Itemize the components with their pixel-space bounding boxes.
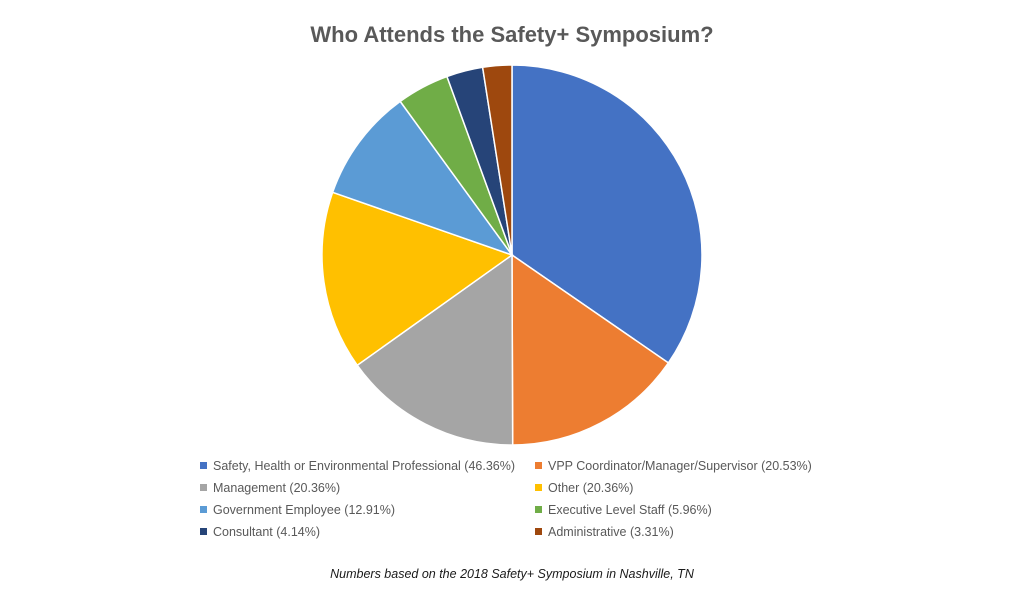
legend-item: Administrative (3.31%) <box>535 524 880 539</box>
legend-label: Safety, Health or Environmental Professi… <box>213 458 516 473</box>
pie-slice <box>321 191 514 367</box>
legend-item: Executive Level Staff (5.96%) <box>535 502 880 517</box>
chart-title: Who Attends the Safety+ Symposium? <box>310 22 714 47</box>
legend-swatch <box>535 462 542 469</box>
legend-item: VPP Coordinator/Manager/Supervisor (20.5… <box>535 458 880 473</box>
legend-swatch <box>535 506 542 513</box>
pie-slice <box>481 64 513 256</box>
pie-slice <box>511 64 703 364</box>
legend-label: Executive Level Staff (5.96%) <box>548 502 712 517</box>
pie-chart <box>321 64 703 446</box>
pie-slice <box>331 100 515 257</box>
legend-item: Consultant (4.14%) <box>200 524 535 539</box>
legend-swatch <box>535 484 542 491</box>
legend-swatch <box>200 484 207 491</box>
legend-label: Government Employee (12.91%) <box>213 502 396 517</box>
legend-swatch <box>535 528 542 535</box>
pie-slice <box>511 253 670 446</box>
legend-swatch <box>200 506 207 513</box>
legend-label: Other (20.36%) <box>548 480 634 495</box>
legend-label: Management (20.36%) <box>213 480 341 495</box>
legend-item: Safety, Health or Environmental Professi… <box>200 458 535 473</box>
chart-footnote: Numbers based on the 2018 Safety+ Sympos… <box>330 567 694 581</box>
legend-swatch <box>200 528 207 535</box>
legend-label: Consultant (4.14%) <box>213 524 321 539</box>
legend-swatch <box>200 462 207 469</box>
legend-label: VPP Coordinator/Manager/Supervisor (20.5… <box>548 458 812 473</box>
pie-slice <box>356 253 514 446</box>
legend: Safety, Health or Environmental Professi… <box>200 458 880 539</box>
legend-item: Management (20.36%) <box>200 480 535 495</box>
legend-item: Government Employee (12.91%) <box>200 502 535 517</box>
legend-item: Other (20.36%) <box>535 480 880 495</box>
legend-label: Administrative (3.31%) <box>548 524 674 539</box>
